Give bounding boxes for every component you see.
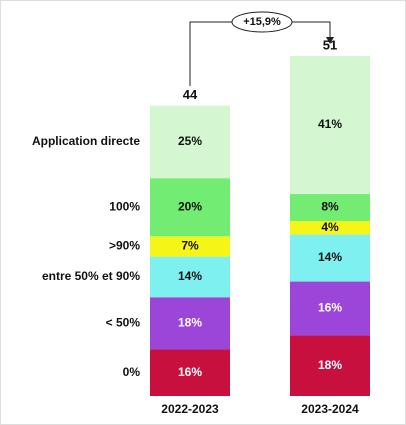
total-label: 44 xyxy=(183,87,198,102)
bar-segment xyxy=(150,256,230,298)
value-label: 8% xyxy=(321,200,339,214)
growth-arrow xyxy=(326,37,334,44)
legend-label: entre 50% et 90% xyxy=(42,269,140,283)
total-label: 51 xyxy=(323,37,337,52)
value-label: 16% xyxy=(178,365,202,379)
value-label: 25% xyxy=(178,134,202,148)
bar-segment xyxy=(290,220,370,235)
legend-label: 0% xyxy=(123,365,141,379)
bar-segment xyxy=(290,281,370,336)
value-label: 14% xyxy=(178,269,202,283)
bar-segment xyxy=(290,234,370,282)
legend-label: >90% xyxy=(109,239,140,253)
value-label: 18% xyxy=(318,358,342,372)
bar-segment xyxy=(150,349,230,396)
value-label: 14% xyxy=(318,250,342,264)
bar-segment xyxy=(290,56,370,195)
bar-segment xyxy=(150,297,230,350)
bar-segment xyxy=(150,236,230,257)
value-label: 4% xyxy=(321,220,339,234)
value-label: 7% xyxy=(181,239,199,253)
annotation: +15,9% xyxy=(243,16,281,28)
x-tick-label: 2022-2023 xyxy=(161,402,219,416)
value-label: 16% xyxy=(318,301,342,315)
value-label: 41% xyxy=(318,117,342,131)
legend-label: Application directe xyxy=(32,134,140,148)
value-label: 18% xyxy=(178,316,202,330)
annotation-bubble xyxy=(231,11,293,33)
bar-segment xyxy=(290,194,370,221)
x-tick-label: 2023-2024 xyxy=(301,402,359,416)
bar-segment xyxy=(150,105,230,179)
bar-segment xyxy=(150,178,230,237)
bar-segment xyxy=(290,335,370,396)
value-label: 20% xyxy=(178,199,202,213)
legend-label: < 50% xyxy=(106,316,141,330)
legend-label: 100% xyxy=(109,199,140,213)
